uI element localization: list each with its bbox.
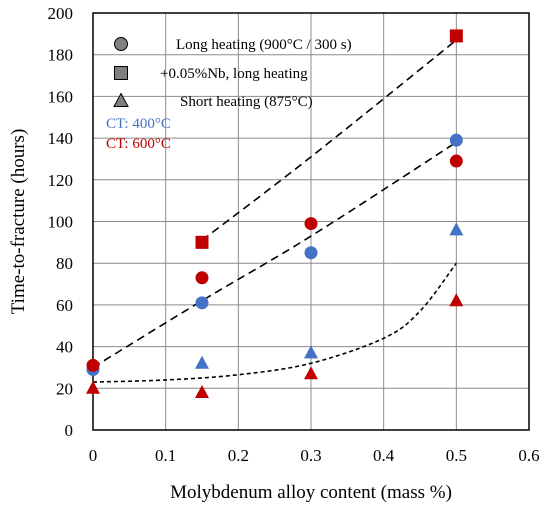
x-tick-label: 0.4	[373, 446, 395, 465]
trendline	[92, 141, 457, 369]
y-tick-label: 0	[65, 421, 74, 440]
data-point-square	[449, 29, 463, 43]
x-axis-title: Molybdenum alloy content (mass %)	[170, 482, 452, 503]
y-tick-label: 200	[48, 4, 74, 23]
legend: Long heating (900°C / 300 s) +0.05%Nb, lo…	[106, 37, 352, 152]
data-point-triangle	[86, 380, 100, 394]
data-point-circle	[304, 246, 318, 260]
y-tick-label: 20	[56, 379, 73, 398]
y-tick-label: 140	[48, 129, 74, 148]
data-point-circle	[195, 271, 209, 285]
data-point-circle	[195, 296, 209, 310]
data-point-triangle	[195, 384, 209, 398]
data-point-triangle	[449, 222, 464, 236]
y-axis-title: Time-to-fracture (hours)	[8, 129, 29, 315]
data-point-circle	[304, 217, 318, 231]
legend-label: +0.05%Nb, long heating	[160, 66, 308, 82]
x-tick-label: 0.3	[300, 446, 321, 465]
y-tick-label: 60	[56, 296, 73, 315]
trendline	[92, 262, 457, 383]
legend-label: Short heating (875°C)	[180, 94, 313, 110]
x-tick-label: 0.6	[518, 446, 539, 465]
legend-marker-triangle	[113, 92, 129, 107]
trendlines	[92, 39, 457, 383]
data-point-triangle	[304, 366, 318, 380]
y-tick-label: 160	[48, 87, 74, 106]
data-point-circle	[449, 133, 463, 147]
x-tick-label: 0	[89, 446, 98, 465]
ct-label: CT: 600°C	[106, 136, 171, 152]
y-tick-label: 40	[56, 338, 73, 357]
x-tick-label: 0.2	[228, 446, 249, 465]
data-markers	[86, 29, 464, 398]
legend-marker-circle	[114, 37, 128, 51]
data-point-triangle	[304, 345, 318, 359]
trendline	[201, 39, 457, 241]
ct-label: CT: 400°C	[106, 116, 171, 132]
data-point-circle	[86, 358, 100, 372]
y-axis-ticks: 0 20 40 60 80 100 120 140 160 180 200	[48, 4, 74, 440]
y-tick-label: 120	[48, 171, 74, 190]
y-tick-label: 180	[48, 46, 74, 65]
data-point-triangle	[195, 355, 209, 369]
y-tick-label: 100	[48, 213, 74, 232]
x-axis-ticks: 0 0.1 0.2 0.3 0.4 0.5 0.6	[89, 446, 540, 465]
x-tick-label: 0.5	[446, 446, 467, 465]
y-tick-label: 80	[56, 254, 73, 273]
data-point-triangle	[449, 293, 464, 307]
plot-area-frame	[92, 12, 530, 431]
x-tick-label: 0.1	[155, 446, 176, 465]
legend-marker-square	[114, 66, 128, 80]
data-point-circle	[449, 154, 463, 168]
data-point-square	[195, 235, 209, 249]
legend-label: Long heating (900°C / 300 s)	[176, 37, 352, 53]
